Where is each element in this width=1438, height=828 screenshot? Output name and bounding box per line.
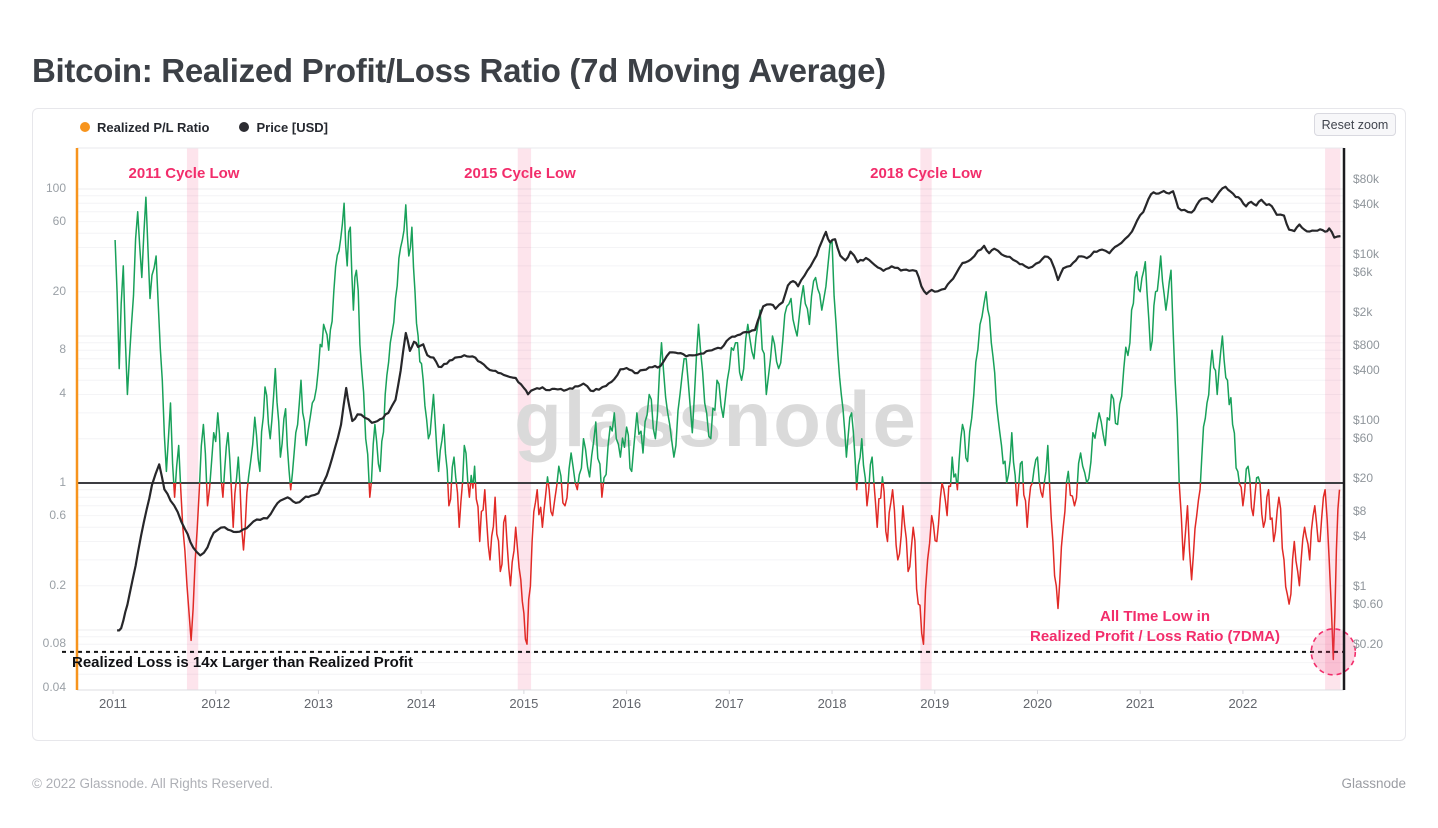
footer-brand: Glassnode — [1341, 776, 1406, 791]
annotation-all-time-low-line2: Realized Profit / Loss Ratio (7DMA) — [1029, 628, 1281, 645]
annotation-all-time-low-line1: All TIme Low in — [1099, 608, 1210, 625]
annotation-2015-cycle-low: 2015 Cycle Low — [464, 165, 576, 182]
annotation-2018-cycle-low: 2018 Cycle Low — [870, 165, 982, 182]
legend-dot-black-icon — [239, 122, 250, 132]
event-band — [920, 148, 932, 690]
annotation-loss-threshold: Realized Loss is 14x Larger than Realize… — [72, 654, 413, 671]
series-ratio-green — [114, 196, 1261, 483]
event-band — [186, 148, 199, 690]
reset-zoom-button[interactable]: Reset zoom — [1314, 113, 1396, 136]
legend-item-realized-pl-ratio[interactable]: Realized P/L Ratio — [80, 120, 209, 135]
page-title: Bitcoin: Realized Profit/Loss Ratio (7d … — [32, 52, 886, 90]
all-time-low-circle — [1310, 628, 1357, 676]
annotation-all-time-low: All TIme Low in Realized Profit / Loss R… — [1000, 607, 1310, 647]
legend-dot-orange-icon — [80, 122, 90, 132]
series-price — [117, 185, 1341, 632]
chart-legend: Realized P/L Ratio Price [USD] — [80, 116, 328, 138]
footer-copyright: © 2022 Glassnode. All Rights Reserved. — [32, 776, 274, 791]
annotation-2011-cycle-low: 2011 Cycle Low — [128, 165, 240, 182]
legend-label-realized-pl-ratio: Realized P/L Ratio — [97, 119, 210, 135]
event-band — [517, 148, 532, 690]
legend-item-price-usd[interactable]: Price [USD] — [239, 120, 328, 135]
legend-label-price-usd: Price [USD] — [256, 119, 328, 135]
